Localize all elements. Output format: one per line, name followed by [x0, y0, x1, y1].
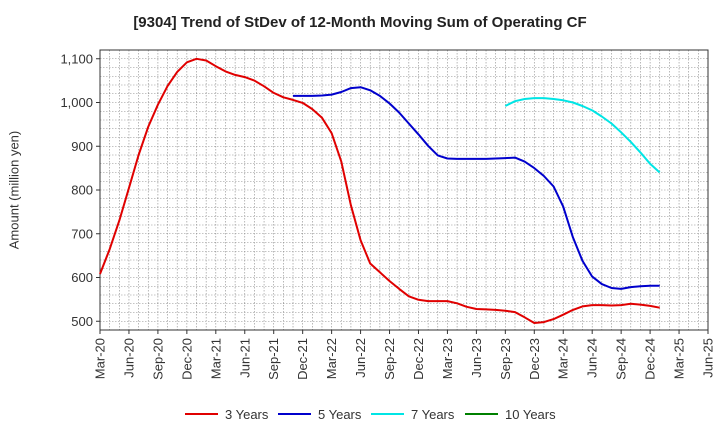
x-tick-label: Dec-22	[411, 338, 426, 380]
x-tick-label: Mar-21	[208, 338, 223, 379]
x-tick-label: Jun-22	[353, 338, 368, 378]
x-tick-label: Jun-25	[701, 338, 716, 378]
x-tick-label: Sep-24	[614, 338, 629, 380]
chart-title: [9304] Trend of StDev of 12-Month Moving…	[133, 14, 587, 31]
y-tick-label: 900	[71, 139, 93, 154]
x-tick-label: Sep-22	[382, 338, 397, 380]
legend-label: 10 Years	[505, 407, 556, 422]
series-line-7-years	[504, 97, 661, 174]
y-tick-label: 500	[71, 314, 93, 329]
y-tick-label: 700	[71, 226, 93, 241]
x-tick-label: Sep-21	[266, 338, 281, 380]
x-tick-label: Mar-20	[93, 338, 108, 379]
x-tick-label: Mar-24	[556, 338, 571, 379]
x-tick-label: Sep-23	[498, 338, 513, 380]
x-tick-label: Jun-21	[237, 338, 252, 378]
series-line-5-years	[293, 86, 660, 290]
y-tick-label: 1,000	[60, 95, 93, 110]
x-tick-label: Dec-23	[527, 338, 542, 380]
x-tick-label: Dec-20	[179, 338, 194, 380]
x-tick-label: Dec-24	[643, 338, 658, 380]
legend-label: 3 Years	[225, 407, 269, 422]
y-tick-label: 600	[71, 270, 93, 285]
y-tick-label: 800	[71, 183, 93, 198]
x-tick-label: Jun-24	[585, 338, 600, 378]
legend-label: 7 Years	[411, 407, 455, 422]
x-tick-label: Mar-23	[440, 338, 455, 379]
x-tick-label: Dec-21	[295, 338, 310, 380]
x-tick-label: Mar-22	[324, 338, 339, 379]
y-tick-label: 1,100	[60, 51, 93, 66]
x-tick-label: Jun-23	[469, 338, 484, 378]
x-tick-label: Mar-25	[672, 338, 687, 379]
x-tick-label: Jun-20	[121, 338, 136, 378]
legend-label: 5 Years	[318, 407, 362, 422]
x-tick-label: Sep-20	[150, 338, 165, 380]
series-line-3-years	[99, 57, 660, 324]
